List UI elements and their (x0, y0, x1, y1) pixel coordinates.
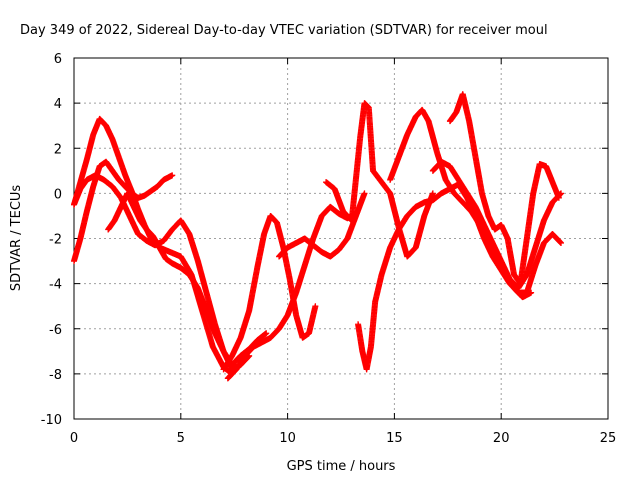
x-tick-label: 25 (600, 431, 617, 446)
series-satellite-track-4 (105, 190, 270, 368)
y-tick-label: 2 (54, 142, 62, 157)
series-satellite-track-5 (220, 212, 319, 373)
x-tick-label: 20 (493, 431, 510, 446)
y-tick-label: -4 (49, 278, 62, 293)
x-tick-label: 5 (177, 431, 185, 446)
data-point (361, 190, 368, 197)
y-tick-label: -2 (49, 233, 62, 248)
y-tick-label: 0 (54, 187, 62, 202)
x-tick-label: 10 (279, 431, 296, 446)
x-axis-label: GPS time / hours (287, 459, 396, 474)
data-point (263, 330, 270, 337)
series-satellite-track-1 (71, 158, 176, 265)
y-tick-labels: 6 4 2 0 -2 -4 -6 -8 -10 (41, 52, 62, 428)
x-tick-labels: 0 5 10 15 20 25 (70, 431, 616, 446)
y-tick-label: 4 (54, 97, 62, 112)
y-axis-label: SDTVAR / TECUs (9, 185, 24, 292)
y-tick-label: -6 (49, 323, 62, 338)
series-satellite-track-3 (71, 172, 253, 373)
y-tick-label: 6 (54, 52, 62, 67)
series-satellite-track-8 (323, 100, 436, 260)
grid-lines (74, 58, 608, 419)
axis-ticks (73, 57, 609, 420)
chart-title: Day 349 of 2022, Sidereal Day-to-day VTE… (20, 23, 548, 38)
x-tick-label: 15 (386, 431, 403, 446)
y-tick-label: -8 (49, 368, 62, 383)
data-marks (71, 91, 565, 382)
y-tick-label: -10 (41, 413, 62, 428)
data-point (312, 303, 319, 310)
data-point (169, 172, 176, 179)
x-tick-label: 0 (70, 431, 78, 446)
